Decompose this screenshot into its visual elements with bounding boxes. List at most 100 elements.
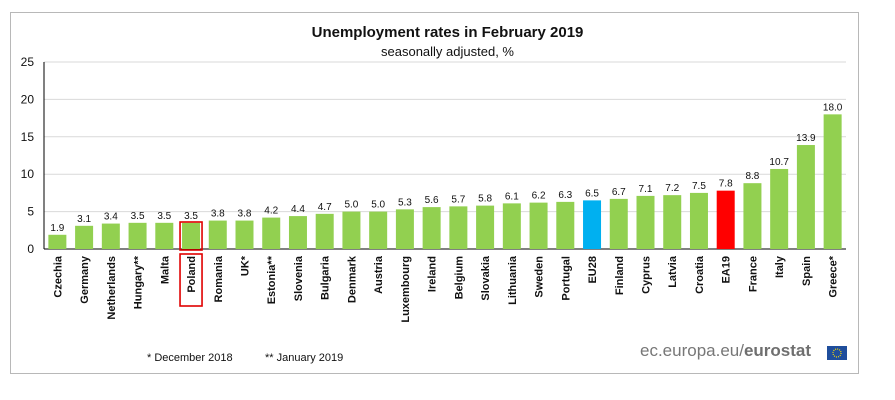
bar — [823, 114, 842, 249]
data-label: 3.5 — [131, 211, 145, 222]
x-tick-label: Luxembourg — [400, 256, 412, 323]
x-tick-label: Romania — [213, 255, 225, 302]
y-tick-label: 10 — [21, 167, 35, 181]
bar — [235, 220, 254, 249]
bar — [262, 217, 281, 249]
data-label: 3.1 — [77, 214, 91, 225]
data-label: 3.5 — [157, 211, 171, 222]
data-label: 5.7 — [451, 194, 465, 205]
x-tick-label: UK* — [240, 255, 252, 276]
x-tick-label: EA19 — [721, 256, 733, 284]
bar — [182, 222, 201, 249]
data-label: 5.3 — [398, 197, 412, 208]
highlight-bar-outline — [179, 221, 203, 251]
data-label: 4.4 — [291, 204, 305, 215]
highlight-label-outline — [179, 253, 203, 307]
bar — [502, 203, 521, 249]
data-label: 6.1 — [505, 191, 519, 202]
data-label: 13.9 — [796, 133, 816, 144]
x-tick-label: Croatia — [694, 255, 706, 294]
bar — [663, 195, 682, 249]
footnote-january: ** January 2019 — [265, 352, 344, 364]
y-tick-label: 25 — [21, 55, 35, 69]
data-label: 6.3 — [558, 190, 572, 201]
x-tick-label: Cyprus — [641, 256, 653, 294]
bar — [689, 192, 708, 249]
bar — [288, 216, 307, 249]
data-label: 3.5 — [184, 211, 198, 222]
x-tick-label: Belgium — [453, 256, 465, 300]
data-label: 1.9 — [50, 223, 64, 234]
bar — [529, 202, 548, 249]
data-label: 18.0 — [823, 102, 843, 113]
data-label: 6.2 — [532, 191, 546, 202]
data-label: 7.2 — [665, 183, 679, 194]
data-label: 5.0 — [344, 200, 358, 211]
bar — [476, 205, 495, 249]
bar — [770, 168, 789, 249]
data-label: 6.5 — [585, 188, 599, 199]
bar — [422, 207, 441, 249]
x-tick-label: Austria — [373, 255, 385, 294]
source-brand: eurostat — [743, 341, 812, 360]
data-label: 3.8 — [211, 209, 225, 220]
y-tick-label: 0 — [27, 242, 34, 256]
bar — [716, 190, 735, 249]
bar — [556, 201, 575, 249]
data-label: 8.8 — [745, 171, 759, 182]
x-tick-label: Denmark — [346, 255, 358, 303]
x-tick-label: Slovenia — [293, 255, 305, 301]
bar — [583, 200, 602, 249]
x-tick-label: Latvia — [667, 255, 679, 288]
data-label: 4.7 — [318, 202, 332, 213]
x-tick-label: EU28 — [587, 256, 599, 284]
chart-title: Unemployment rates in February 2019 — [311, 24, 584, 41]
data-label: 7.5 — [692, 181, 706, 192]
bar — [449, 206, 468, 249]
x-tick-label: Malta — [159, 255, 171, 284]
chart-frame — [10, 12, 859, 374]
data-label: 5.8 — [478, 194, 492, 205]
x-tick-label: Lithuania — [507, 255, 519, 305]
data-label: 3.8 — [238, 209, 252, 220]
bar — [743, 183, 762, 249]
eu-flag-icon — [827, 346, 847, 360]
data-label: 7.8 — [719, 179, 733, 190]
data-label: 4.2 — [264, 206, 278, 217]
bar — [342, 211, 361, 249]
chart-subtitle: seasonally adjusted, % — [381, 44, 514, 59]
data-label: 3.4 — [104, 212, 118, 223]
source-credit: ec.europa.eu/eurostat — [640, 341, 811, 361]
x-tick-label: Poland — [186, 256, 198, 293]
x-tick-label: Italy — [774, 255, 786, 278]
x-tick-label: Portugal — [560, 256, 572, 301]
data-label: 7.1 — [639, 184, 653, 195]
data-label: 10.7 — [769, 157, 789, 168]
bar — [208, 220, 227, 249]
x-tick-label: Hungary** — [133, 255, 145, 309]
bar — [395, 209, 414, 249]
x-tick-label: Greece* — [828, 255, 840, 297]
bar — [101, 223, 120, 249]
footnote-december: * December 2018 — [147, 352, 233, 364]
x-tick-label: Czechia — [52, 255, 64, 297]
bar — [128, 222, 147, 249]
x-tick-label: Slovakia — [480, 255, 492, 301]
bar — [636, 195, 655, 249]
bar — [609, 198, 628, 249]
x-tick-label: France — [747, 256, 759, 292]
x-tick-label: Ireland — [427, 256, 439, 292]
bar — [155, 222, 174, 249]
x-tick-label: Finland — [614, 256, 626, 295]
bar — [75, 225, 94, 249]
x-tick-label: Germany — [79, 255, 91, 304]
y-tick-label: 20 — [21, 92, 35, 106]
y-tick-label: 15 — [21, 130, 35, 144]
bar — [48, 234, 67, 249]
data-label: 6.7 — [612, 187, 626, 198]
x-tick-label: Estonia** — [266, 255, 278, 304]
bar — [369, 211, 388, 249]
source-prefix: ec.europa.eu/ — [640, 341, 744, 360]
x-tick-label: Netherlands — [106, 256, 118, 320]
